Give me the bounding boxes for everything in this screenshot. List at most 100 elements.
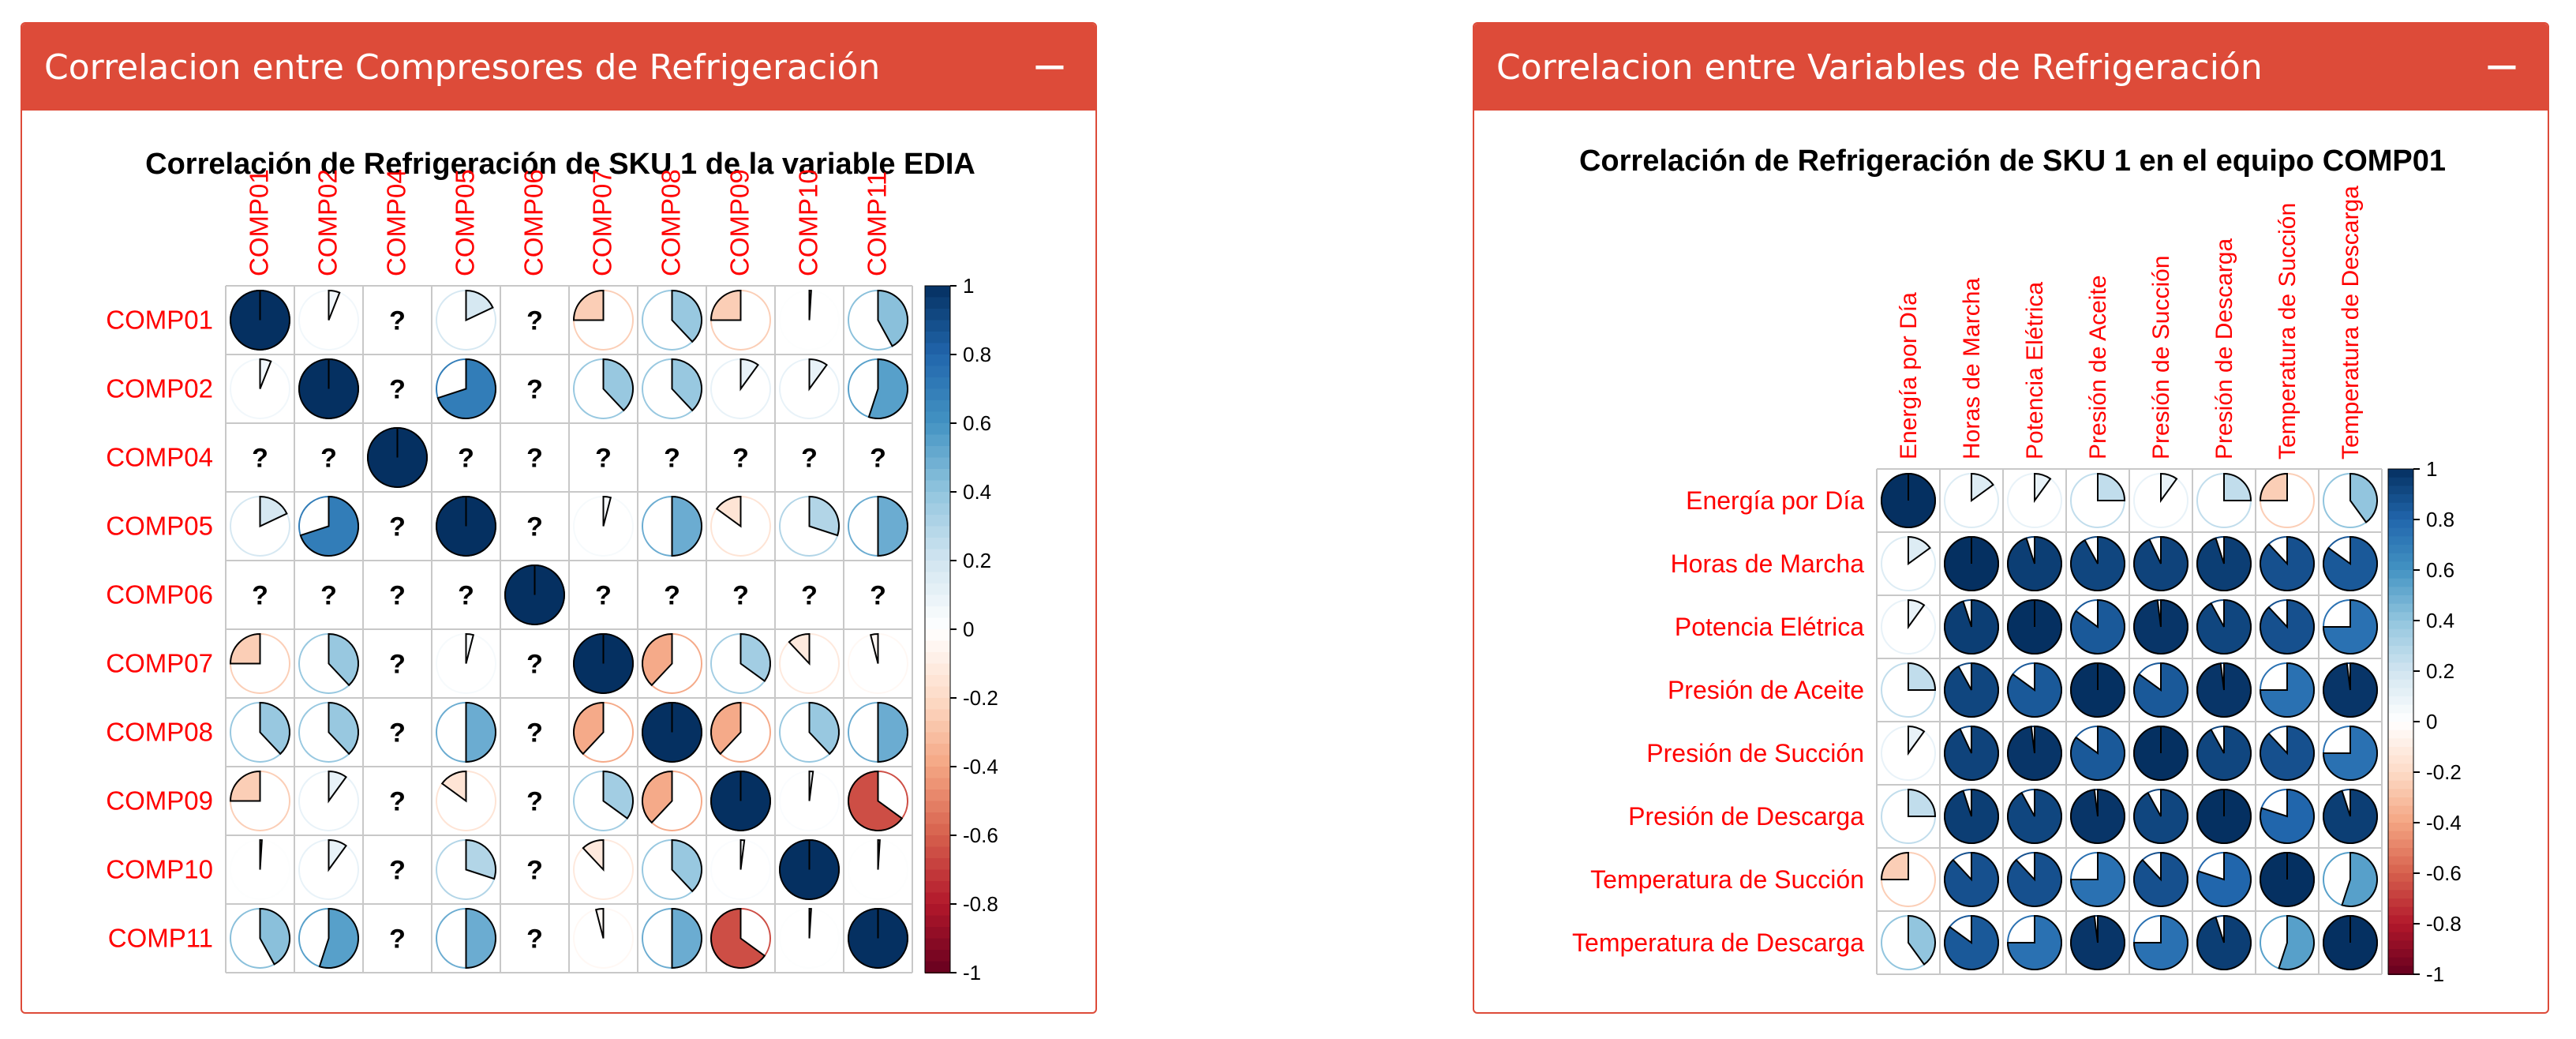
legend-color-band bbox=[2388, 561, 2413, 571]
missing-value-mark: ? bbox=[389, 856, 406, 886]
legend-color-band bbox=[2388, 738, 2413, 748]
pie-slice bbox=[848, 770, 904, 831]
pie-slice bbox=[877, 701, 908, 763]
missing-value-mark: ? bbox=[526, 650, 543, 680]
missing-value-mark: ? bbox=[526, 856, 543, 886]
column-label: COMP01 bbox=[245, 169, 274, 276]
missing-value-mark: ? bbox=[389, 375, 406, 405]
panel-title: Correlacion entre Compresores de Refrige… bbox=[44, 47, 881, 88]
pie-slice bbox=[2260, 535, 2316, 591]
row-label: Horas de Marcha bbox=[1671, 550, 1865, 578]
legend-color-band bbox=[2388, 898, 2413, 908]
legend-color-band bbox=[2388, 890, 2413, 899]
pie-slice bbox=[2007, 725, 2062, 781]
missing-value-mark: ? bbox=[870, 444, 886, 474]
missing-value-mark: ? bbox=[526, 306, 543, 336]
legend-color-band bbox=[925, 377, 950, 390]
chart-title: Correlación de Refrigeración de SKU 1 de… bbox=[145, 148, 975, 181]
pie-slice bbox=[2069, 851, 2125, 907]
legend-color-band bbox=[2388, 789, 2413, 798]
legend-color-band bbox=[925, 480, 950, 493]
pie-slice bbox=[2259, 662, 2315, 718]
missing-value-mark: ? bbox=[389, 512, 406, 542]
legend-color-band bbox=[925, 297, 950, 309]
pie-slice bbox=[440, 770, 467, 803]
column-label: Potencia Elétrica bbox=[2022, 282, 2048, 459]
row-label: COMP10 bbox=[106, 855, 213, 884]
pie-slice bbox=[2260, 788, 2315, 844]
pie-slice bbox=[328, 289, 341, 321]
pie-slice bbox=[465, 907, 496, 970]
pie-slice bbox=[2070, 535, 2125, 591]
missing-value-mark: ? bbox=[732, 581, 749, 611]
pie-slice bbox=[259, 907, 290, 966]
pie-slice bbox=[2260, 598, 2316, 655]
pie-slice bbox=[2322, 725, 2378, 781]
pie-slice bbox=[808, 701, 840, 756]
legend-color-band bbox=[925, 526, 950, 538]
pie-slice bbox=[869, 632, 879, 664]
legend-color-band bbox=[2388, 469, 2413, 478]
missing-value-mark: ? bbox=[870, 581, 886, 611]
column-label: COMP11 bbox=[863, 171, 892, 276]
pie-slice bbox=[1908, 725, 1926, 756]
pie-slice bbox=[710, 907, 766, 969]
pie-slice bbox=[808, 770, 814, 801]
legend-color-band bbox=[925, 686, 950, 699]
legend-tick-label: -0.6 bbox=[2426, 861, 2462, 885]
pie-slice bbox=[582, 838, 605, 872]
compressor-correlation-panel: Correlacion entre Compresores de Refrige… bbox=[21, 22, 1097, 1014]
legend-color-band bbox=[925, 950, 950, 962]
pie-slice bbox=[2259, 472, 2288, 501]
legend-color-band bbox=[2388, 755, 2413, 765]
pie-slice bbox=[2006, 914, 2062, 970]
pie-slice bbox=[2133, 788, 2188, 844]
pie-slice bbox=[808, 495, 840, 537]
pie-slice bbox=[2132, 914, 2188, 970]
panel-title: Correlacion entre Variables de Refrigera… bbox=[1496, 47, 2263, 88]
legend-color-band bbox=[925, 938, 950, 951]
pie-slice bbox=[671, 358, 702, 412]
pie-slice bbox=[1944, 851, 1999, 907]
column-label: COMP02 bbox=[313, 169, 343, 276]
legend-color-band bbox=[2388, 823, 2413, 832]
row-label: Temperatura de Succión bbox=[1590, 865, 1864, 894]
legend-color-band bbox=[925, 721, 950, 733]
legend-color-band bbox=[925, 629, 950, 642]
legend-color-band bbox=[925, 869, 950, 882]
pie-slice bbox=[299, 495, 359, 557]
pie-slice bbox=[642, 632, 673, 687]
row-label: COMP05 bbox=[106, 512, 213, 541]
legend-color-band bbox=[2388, 915, 2413, 925]
pie-slice bbox=[2196, 851, 2252, 907]
legend-tick-label: -0.8 bbox=[963, 892, 998, 916]
pie-slice bbox=[2196, 725, 2252, 781]
legend-color-band bbox=[2388, 932, 2413, 942]
pie-slice bbox=[318, 907, 360, 969]
legend-color-band bbox=[925, 492, 950, 504]
legend-color-band bbox=[925, 846, 950, 859]
legend-color-band bbox=[2388, 865, 2413, 874]
panel-header: Correlacion entre Compresores de Refrige… bbox=[22, 24, 1095, 111]
legend-color-band bbox=[2388, 966, 2413, 975]
pie-slice bbox=[2196, 598, 2252, 655]
legend-color-band bbox=[925, 286, 950, 298]
pie-slice bbox=[710, 701, 742, 756]
legend-color-band bbox=[2388, 713, 2413, 722]
legend-tick-label: -0.6 bbox=[963, 823, 998, 847]
legend-color-band bbox=[925, 790, 950, 802]
legend-color-band bbox=[2388, 856, 2413, 866]
column-label: COMP04 bbox=[382, 169, 411, 276]
collapse-button[interactable]: − bbox=[1031, 41, 1069, 92]
pie-slice bbox=[808, 358, 828, 392]
pie-slice bbox=[1908, 598, 1926, 630]
legend-color-band bbox=[925, 698, 950, 711]
legend-tick-label: 0.6 bbox=[963, 411, 991, 435]
variable-correlation-panel: Correlacion entre Variables de Refrigera… bbox=[1473, 22, 2549, 1014]
legend-color-band bbox=[925, 400, 950, 413]
missing-value-mark: ? bbox=[389, 787, 406, 817]
pie-slice bbox=[465, 632, 475, 664]
row-label: COMP11 bbox=[108, 924, 213, 953]
collapse-button[interactable]: − bbox=[2483, 41, 2521, 92]
legend-color-band bbox=[2388, 520, 2413, 529]
